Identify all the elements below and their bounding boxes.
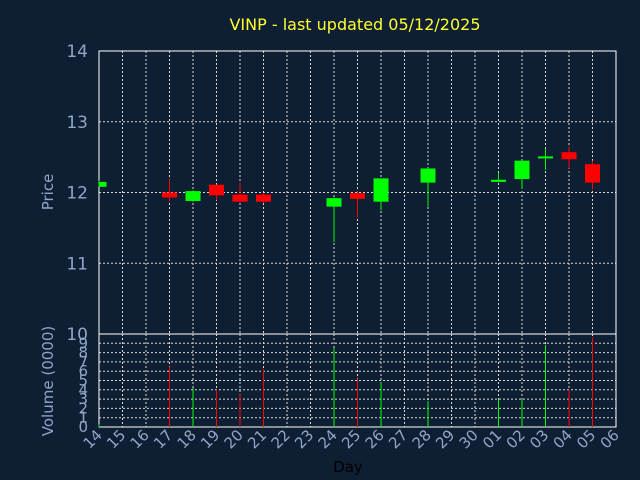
candle-body xyxy=(373,178,389,202)
day-axis-label: Day xyxy=(333,458,363,476)
day-tick-label: 21 xyxy=(244,426,270,452)
day-tick-label: 23 xyxy=(291,426,317,452)
volume-tick-label: 3 xyxy=(78,390,88,408)
day-tick-label: 22 xyxy=(268,426,294,452)
day-tick-label: 29 xyxy=(432,426,458,452)
day-tick-label: 04 xyxy=(550,426,576,452)
price-axis-label: Price xyxy=(39,174,57,211)
price-tick-label: 12 xyxy=(66,184,88,204)
candle-body xyxy=(420,168,436,183)
price-tick-label: 14 xyxy=(66,42,88,62)
candle-body xyxy=(585,164,600,183)
volume-tick-label: 1 xyxy=(78,409,88,427)
candle-body xyxy=(561,152,577,160)
volume-tick-label: 5 xyxy=(78,372,88,390)
chart-title: VINP - last updated 05/12/2025 xyxy=(229,15,480,34)
price-tick-label: 10 xyxy=(66,325,88,345)
candle-body xyxy=(232,194,248,202)
volume-tick-label: 8 xyxy=(78,344,88,362)
candle-body xyxy=(538,156,553,159)
price-tick-label: 13 xyxy=(66,113,88,133)
day-tick-label: 25 xyxy=(338,426,364,452)
volume-bars xyxy=(98,337,593,427)
candles xyxy=(98,146,600,243)
volume-axis-label: Volume (0000) xyxy=(39,326,57,436)
day-tick-label: 15 xyxy=(103,426,129,452)
volume-tick-label: 2 xyxy=(78,399,88,417)
volume-tick-label: 7 xyxy=(78,353,88,371)
day-tick-label: 03 xyxy=(526,426,552,452)
candle-body xyxy=(185,191,201,201)
day-tick-label: 27 xyxy=(385,426,411,452)
day-tick-label: 26 xyxy=(362,426,388,452)
candle-body xyxy=(162,192,177,198)
volume-tick-label: 6 xyxy=(78,362,88,380)
day-tick-label: 20 xyxy=(221,426,247,452)
day-tick-label: 19 xyxy=(197,426,223,452)
day-tick-label: 02 xyxy=(503,426,529,452)
candle-body xyxy=(514,160,530,180)
candle-body xyxy=(99,181,107,187)
day-tick-label: 30 xyxy=(456,426,482,452)
candle-body xyxy=(491,179,506,182)
candle-body xyxy=(350,193,365,199)
candle-body xyxy=(209,184,224,196)
candle-body xyxy=(326,198,342,207)
day-tick-label: 17 xyxy=(150,426,176,452)
volume-tick-label: 4 xyxy=(78,381,88,399)
volume-tick-label: 9 xyxy=(78,334,88,352)
candle-body xyxy=(256,194,271,202)
day-tick-label: 01 xyxy=(479,426,505,452)
day-tick-label: 18 xyxy=(174,426,200,452)
day-tick-label: 16 xyxy=(127,426,153,452)
day-axis-ticks: 1415161718192021222324252627282930010203… xyxy=(80,426,623,452)
day-tick-label: 06 xyxy=(597,426,623,452)
day-tick-label: 24 xyxy=(315,426,341,452)
day-tick-label: 05 xyxy=(573,426,599,452)
price-tick-label: 11 xyxy=(66,254,88,274)
volume-tick-label: 0 xyxy=(78,418,88,436)
price-axis-ticks: 10 11 12 13 14 xyxy=(66,42,88,345)
day-tick-label: 28 xyxy=(409,426,435,452)
